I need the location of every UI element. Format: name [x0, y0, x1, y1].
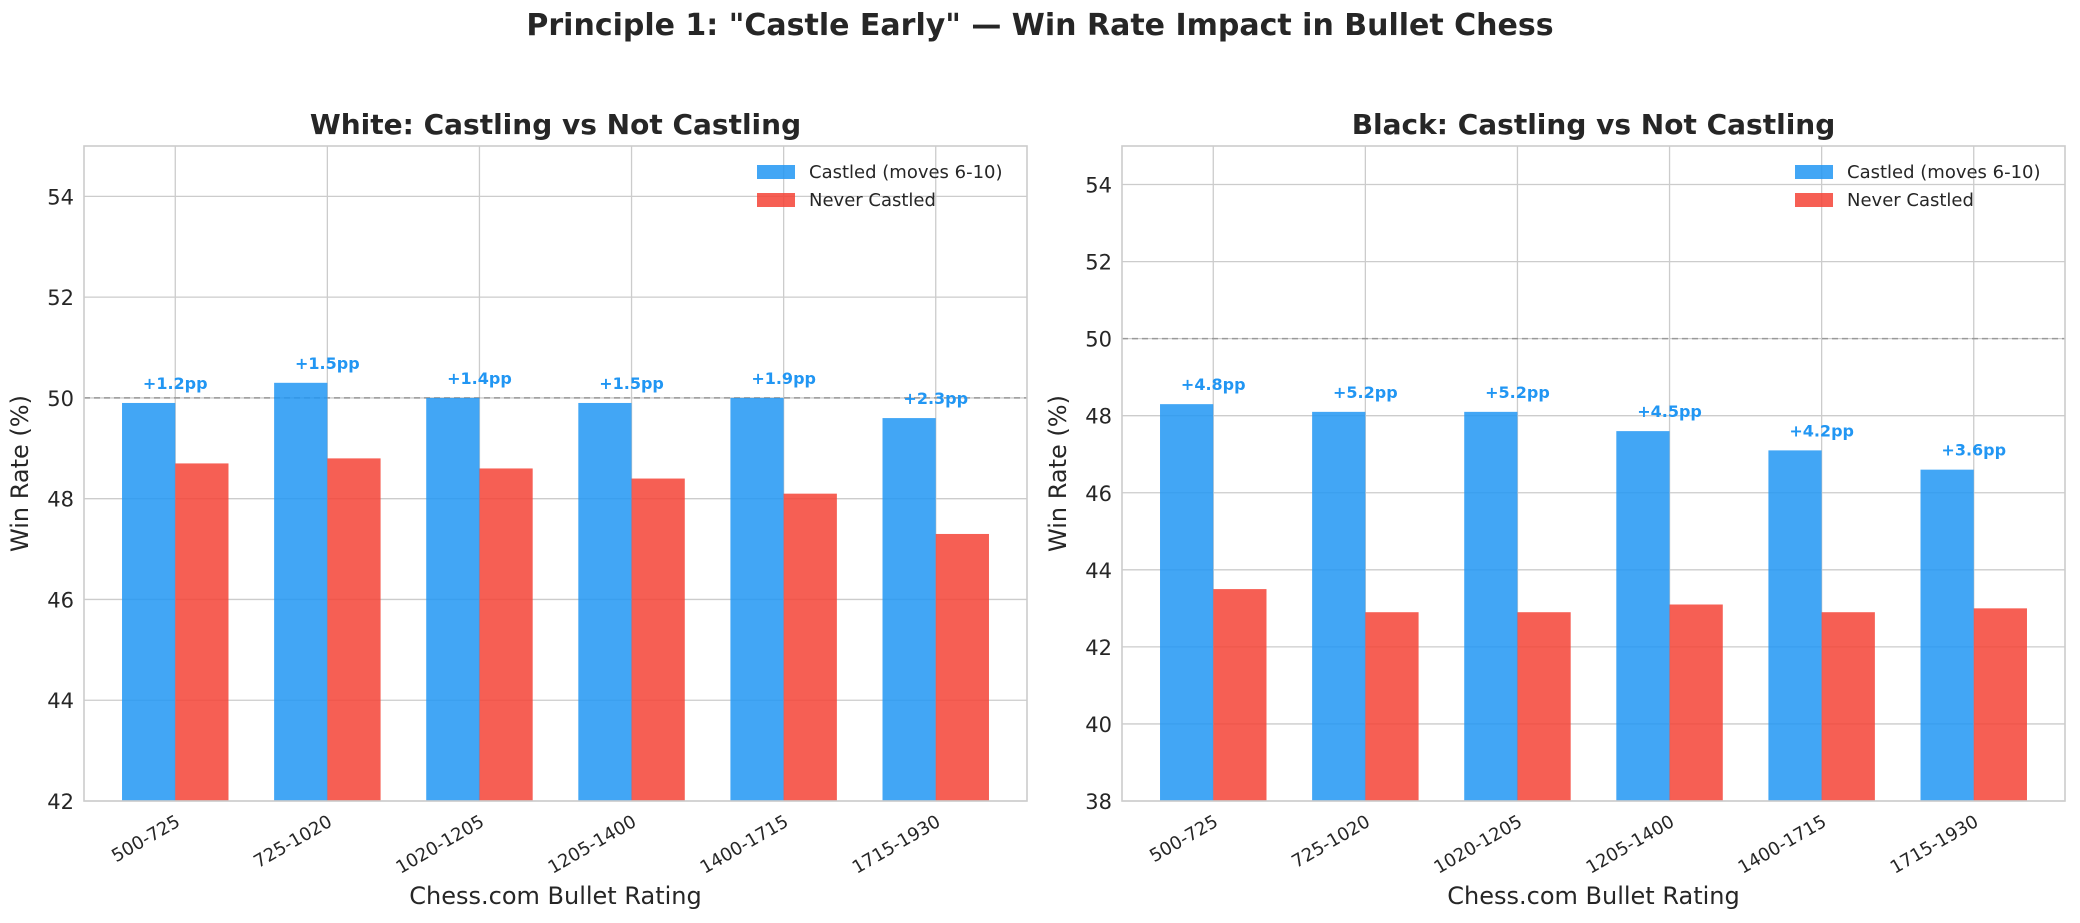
x-tick-label: 1400-1715: [1735, 811, 1830, 878]
legend-swatch-never: [1795, 193, 1833, 207]
bar-never-castled-1400-1715: [1821, 612, 1875, 801]
legend-swatch-never: [757, 193, 795, 207]
plot-area: [1122, 146, 2065, 801]
y-tick-label: 46: [47, 588, 74, 612]
y-tick-label: 46: [1085, 482, 1112, 506]
diff-annotation: +1.9pp: [751, 369, 816, 388]
diff-annotation: +3.6pp: [1941, 441, 2006, 460]
y-tick-label: 42: [1085, 636, 1112, 660]
x-tick-label: 1205-1400: [1583, 811, 1678, 878]
legend-swatch-castled: [1795, 165, 1833, 179]
bar-castled-1715-1930: [1920, 469, 1974, 801]
x-tick-label: 500-725: [108, 811, 184, 867]
bar-castled-500-725: [1160, 404, 1214, 801]
bar-castled-500-725: [122, 402, 176, 801]
x-axis-label: Chess.com Bullet Rating: [1447, 882, 1739, 910]
y-axis-label: Win Rate (%): [6, 395, 34, 552]
figure-title: Principle 1: "Castle Early" — Win Rate I…: [526, 8, 1554, 43]
x-tick-label: 725-1020: [1288, 811, 1374, 873]
x-tick-label: 1400-1715: [697, 811, 792, 878]
y-tick-label: 50: [1085, 328, 1112, 352]
axes-frame: [1121, 145, 2066, 802]
diff-annotation: +2.3pp: [903, 389, 968, 408]
x-tick-label: 1020-1205: [1430, 811, 1525, 878]
bar-never-castled-1715-1930: [935, 533, 989, 801]
legend-label-castled: Castled (moves 6-10): [809, 162, 1003, 183]
bar-never-castled-1205-1400: [631, 478, 685, 801]
diff-annotation: +1.2pp: [143, 374, 208, 393]
x-tick-label: 1715-1930: [1887, 811, 1982, 878]
legend-label-castled: Castled (moves 6-10): [1847, 162, 2041, 183]
y-tick-label: 52: [1085, 251, 1112, 275]
y-tick-label: 48: [1085, 405, 1112, 429]
y-tick-label: 42: [47, 790, 74, 814]
bar-castled-1400-1715: [1768, 450, 1822, 801]
bar-never-castled-1020-1205: [479, 468, 533, 801]
white-chart-panel: 42 44 46 48 50 52 54 +1.2pp 500-725 +1.5pp 725-102…: [6, 108, 1028, 910]
y-tick-label: 50: [47, 387, 74, 411]
bar-castled-1400-1715: [730, 397, 784, 801]
bar-never-castled-500-725: [175, 463, 229, 801]
panel-title: White: Castling vs Not Castling: [310, 108, 801, 141]
y-axis-label: Win Rate (%): [1044, 395, 1072, 552]
legend-swatch-castled: [757, 165, 795, 179]
bar-never-castled-1205-1400: [1669, 604, 1723, 801]
black-chart-panel: 38 40 42 44 46 48 50 52 54 +4.8pp 500-725 +5.2pp 725…: [1044, 108, 2066, 910]
bar-never-castled-500-725: [1213, 589, 1267, 801]
diff-annotation: +1.5pp: [295, 354, 360, 373]
x-axis-label: Chess.com Bullet Rating: [409, 882, 701, 910]
x-tick-label: 1205-1400: [545, 811, 640, 878]
legend-label-never: Never Castled: [809, 190, 936, 211]
bar-never-castled-1715-1930: [1973, 608, 2027, 801]
bar-castled-1020-1205: [1464, 411, 1518, 801]
bar-castled-725-1020: [1312, 411, 1366, 801]
x-tick-label: 500-725: [1146, 811, 1222, 867]
diff-annotation: +4.5pp: [1637, 402, 1702, 421]
bar-never-castled-1400-1715: [783, 493, 837, 801]
y-tick-label: 44: [47, 689, 74, 713]
diff-annotation: +1.4pp: [447, 369, 512, 388]
y-tick-label: 40: [1085, 713, 1112, 737]
bar-castled-1205-1400: [578, 402, 632, 801]
bar-never-castled-1020-1205: [1517, 612, 1571, 801]
bar-castled-1715-1930: [882, 418, 936, 801]
bar-castled-725-1020: [274, 382, 328, 801]
y-tick-label: 44: [1085, 559, 1112, 583]
diff-annotation: +4.2pp: [1789, 421, 1854, 440]
diff-annotation: +5.2pp: [1333, 383, 1398, 402]
diff-annotation: +4.8pp: [1181, 375, 1246, 394]
x-tick-label: 1715-1930: [849, 811, 944, 878]
bar-never-castled-725-1020: [1365, 612, 1419, 801]
x-tick-label: 1020-1205: [392, 811, 487, 878]
y-tick-label: 38: [1085, 790, 1112, 814]
y-tick-label: 54: [47, 185, 74, 209]
bar-castled-1020-1205: [426, 397, 480, 801]
y-tick-label: 52: [47, 286, 74, 310]
legend-label-never: Never Castled: [1847, 190, 1974, 211]
bar-castled-1205-1400: [1616, 431, 1670, 801]
bar-never-castled-725-1020: [327, 458, 381, 801]
panel-title: Black: Castling vs Not Castling: [1352, 108, 1836, 141]
y-tick-label: 54: [1085, 174, 1112, 198]
diff-annotation: +1.5pp: [599, 374, 664, 393]
x-tick-label: 725-1020: [250, 811, 336, 873]
plot-area: [84, 146, 1027, 801]
axes-frame: [83, 145, 1028, 802]
diff-annotation: +5.2pp: [1485, 383, 1550, 402]
y-tick-label: 48: [47, 488, 74, 512]
